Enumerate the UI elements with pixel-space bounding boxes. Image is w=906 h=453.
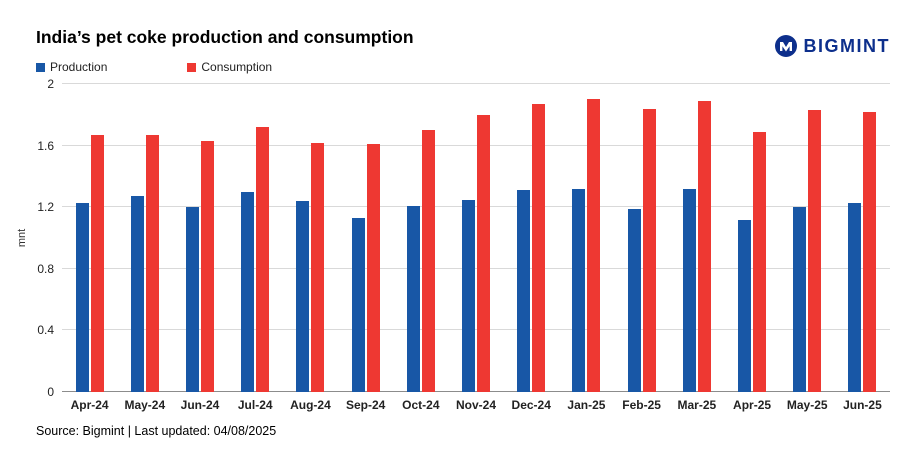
x-tick-label: Oct-24 [402, 398, 440, 412]
x-tick-label: May-25 [786, 398, 828, 412]
consumption-bar-oct-24 [421, 130, 435, 392]
y-axis-ticks: 0 0.4 0.8 1.2 1.6 2 [30, 77, 62, 399]
bar-group-aug-24 [283, 84, 338, 392]
gridline [62, 83, 890, 84]
y-tick-label: 1.6 [37, 138, 54, 153]
bar-group-jul-24 [228, 84, 283, 392]
production-bar-nov-24 [462, 199, 476, 392]
x-tick-label: May-24 [124, 398, 166, 412]
production-bar-apr-25 [738, 219, 752, 392]
x-tick-label: Jun-25 [843, 398, 882, 412]
y-tick-label: 2 [47, 77, 54, 91]
legend-label: Production [50, 60, 108, 74]
bar-group-may-25 [780, 84, 835, 392]
production-bar-jun-25 [848, 202, 862, 392]
consumption-bar-jun-24 [201, 140, 214, 392]
y-tick-label: 0 [47, 385, 54, 399]
consumption-bar-sep-24 [366, 144, 380, 392]
bar-group-mar-25 [669, 84, 724, 392]
consumption-bar-may-25 [808, 110, 822, 392]
bar-group-apr-25 [724, 84, 779, 392]
plot-region [62, 83, 890, 392]
x-axis-labels: Apr-24 May-24 Jun-24 Jul-24 Aug-24 Sep-24 Oct-… [62, 398, 890, 412]
production-bar-may-24 [130, 196, 144, 392]
bar-group-oct-24 [393, 84, 448, 392]
production-bar-aug-24 [296, 201, 310, 392]
production-bar-may-25 [793, 207, 807, 392]
production-bar-jul-24 [241, 191, 255, 392]
x-tick-label: Jul-24 [237, 398, 273, 412]
production-bar-feb-25 [627, 208, 641, 392]
chart-legend: Production Consumption [36, 60, 906, 74]
bigmint-logo-text: BIGMINT [803, 35, 890, 56]
x-tick-label: Dec-24 [511, 398, 551, 412]
production-bar-jun-24 [186, 207, 199, 392]
consumption-bar-apr-24 [90, 134, 104, 392]
bar-group-apr-24 [62, 84, 117, 392]
y-tick-label: 1.2 [37, 200, 54, 215]
y-tick-label: 0.4 [37, 323, 54, 338]
production-bar-mar-25 [682, 188, 696, 392]
bar-group-nov-24 [448, 84, 503, 392]
x-tick-label: Sep-24 [345, 398, 386, 412]
x-tick-label: Jun-24 [180, 398, 220, 412]
legend-marker-consumption [187, 62, 197, 72]
chart-area: mnt 0 0.4 0.8 1.2 1.6 2 [14, 77, 890, 399]
y-axis-title-text: mnt [16, 228, 28, 248]
x-axis-baseline [62, 391, 890, 392]
bar-group-sep-24 [338, 84, 393, 392]
gridline [62, 144, 890, 146]
legend-item-consumption[interactable]: Consumption [187, 60, 272, 74]
consumption-bar-aug-24 [311, 142, 325, 392]
consumption-bar-jul-24 [256, 127, 270, 392]
consumption-bar-feb-25 [642, 108, 656, 392]
consumption-bar-mar-25 [697, 100, 711, 392]
gridline [62, 267, 890, 269]
consumption-bar-nov-24 [477, 114, 491, 392]
consumption-bar-apr-25 [753, 131, 767, 392]
bar-group-may-24 [117, 84, 172, 392]
x-tick-label: Apr-25 [733, 398, 772, 412]
production-bar-jan-25 [572, 188, 586, 392]
source-note: Source: Bigmint | Last updated: 04/08/20… [36, 424, 277, 438]
bigmint-logo: BIGMINT [774, 34, 891, 58]
x-tick-label: Aug-24 [290, 398, 331, 412]
bars-row [62, 84, 890, 392]
consumption-bar-may-24 [145, 134, 159, 392]
gridline [62, 329, 890, 331]
production-bar-dec-24 [517, 190, 531, 392]
y-axis-title: mnt [14, 84, 30, 392]
x-tick-label: Feb-25 [622, 398, 661, 412]
legend-item-production[interactable]: Production [36, 60, 107, 74]
bar-group-feb-25 [614, 84, 669, 392]
production-bar-oct-24 [406, 205, 420, 392]
production-bar-apr-24 [75, 202, 89, 392]
chart-title: India’s pet coke production and consumpt… [36, 27, 414, 47]
legend-label: Consumption [201, 60, 273, 74]
x-tick-label: Mar-25 [677, 398, 717, 412]
bigmint-logo-icon [774, 35, 797, 57]
gridline [62, 206, 890, 208]
bar-group-dec-24 [504, 84, 559, 392]
production-bar-sep-24 [351, 217, 365, 392]
consumption-bar-dec-24 [532, 104, 546, 392]
legend-marker-production [36, 62, 45, 72]
consumption-bar-jan-25 [587, 99, 601, 392]
x-tick-label: Nov-24 [456, 398, 497, 412]
x-tick-label: Jan-25 [567, 398, 606, 412]
bar-group-jan-25 [559, 84, 614, 392]
bar-group-jun-24 [172, 84, 227, 392]
x-tick-label: Apr-24 [70, 398, 109, 412]
consumption-bar-jun-25 [863, 111, 877, 392]
y-tick-label: 0.8 [37, 261, 54, 276]
bar-group-jun-25 [835, 84, 890, 392]
